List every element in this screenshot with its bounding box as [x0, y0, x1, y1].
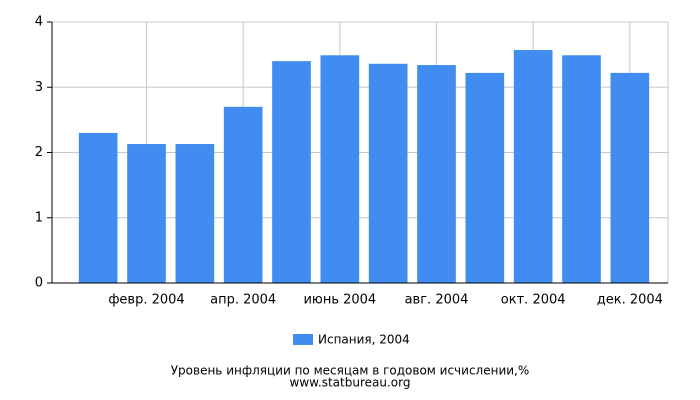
- bar: [465, 72, 505, 284]
- y-tick-label: 2: [35, 145, 43, 160]
- bar: [562, 55, 601, 284]
- bar: [610, 72, 650, 284]
- x-tick-label: окт. 2004: [501, 293, 566, 308]
- bar: [513, 50, 553, 284]
- bar: [272, 61, 311, 284]
- bar: [368, 63, 408, 284]
- x-tick-label: дек. 2004: [597, 293, 663, 308]
- bar: [78, 132, 118, 283]
- bar: [175, 144, 215, 283]
- x-tick-label: апр. 2004: [210, 293, 276, 308]
- legend-swatch: [293, 334, 313, 345]
- chart-title: Уровень инфляции по месяцам в годовом ис…: [171, 364, 530, 378]
- y-tick-label: 3: [35, 80, 43, 95]
- bar: [320, 55, 360, 284]
- y-tick-label: 1: [35, 210, 43, 225]
- bar: [417, 65, 456, 283]
- x-tick-label: авг. 2004: [405, 293, 469, 308]
- bar: [223, 106, 263, 283]
- y-tick-label: 0: [35, 276, 43, 291]
- legend-label: Испания, 2004: [318, 333, 410, 347]
- x-tick-label: февр. 2004: [108, 293, 184, 308]
- bar: [127, 144, 166, 283]
- y-tick-label: 4: [35, 15, 43, 30]
- x-tick-label: июнь 2004: [303, 293, 376, 308]
- source: www.statbureau.org: [290, 376, 411, 390]
